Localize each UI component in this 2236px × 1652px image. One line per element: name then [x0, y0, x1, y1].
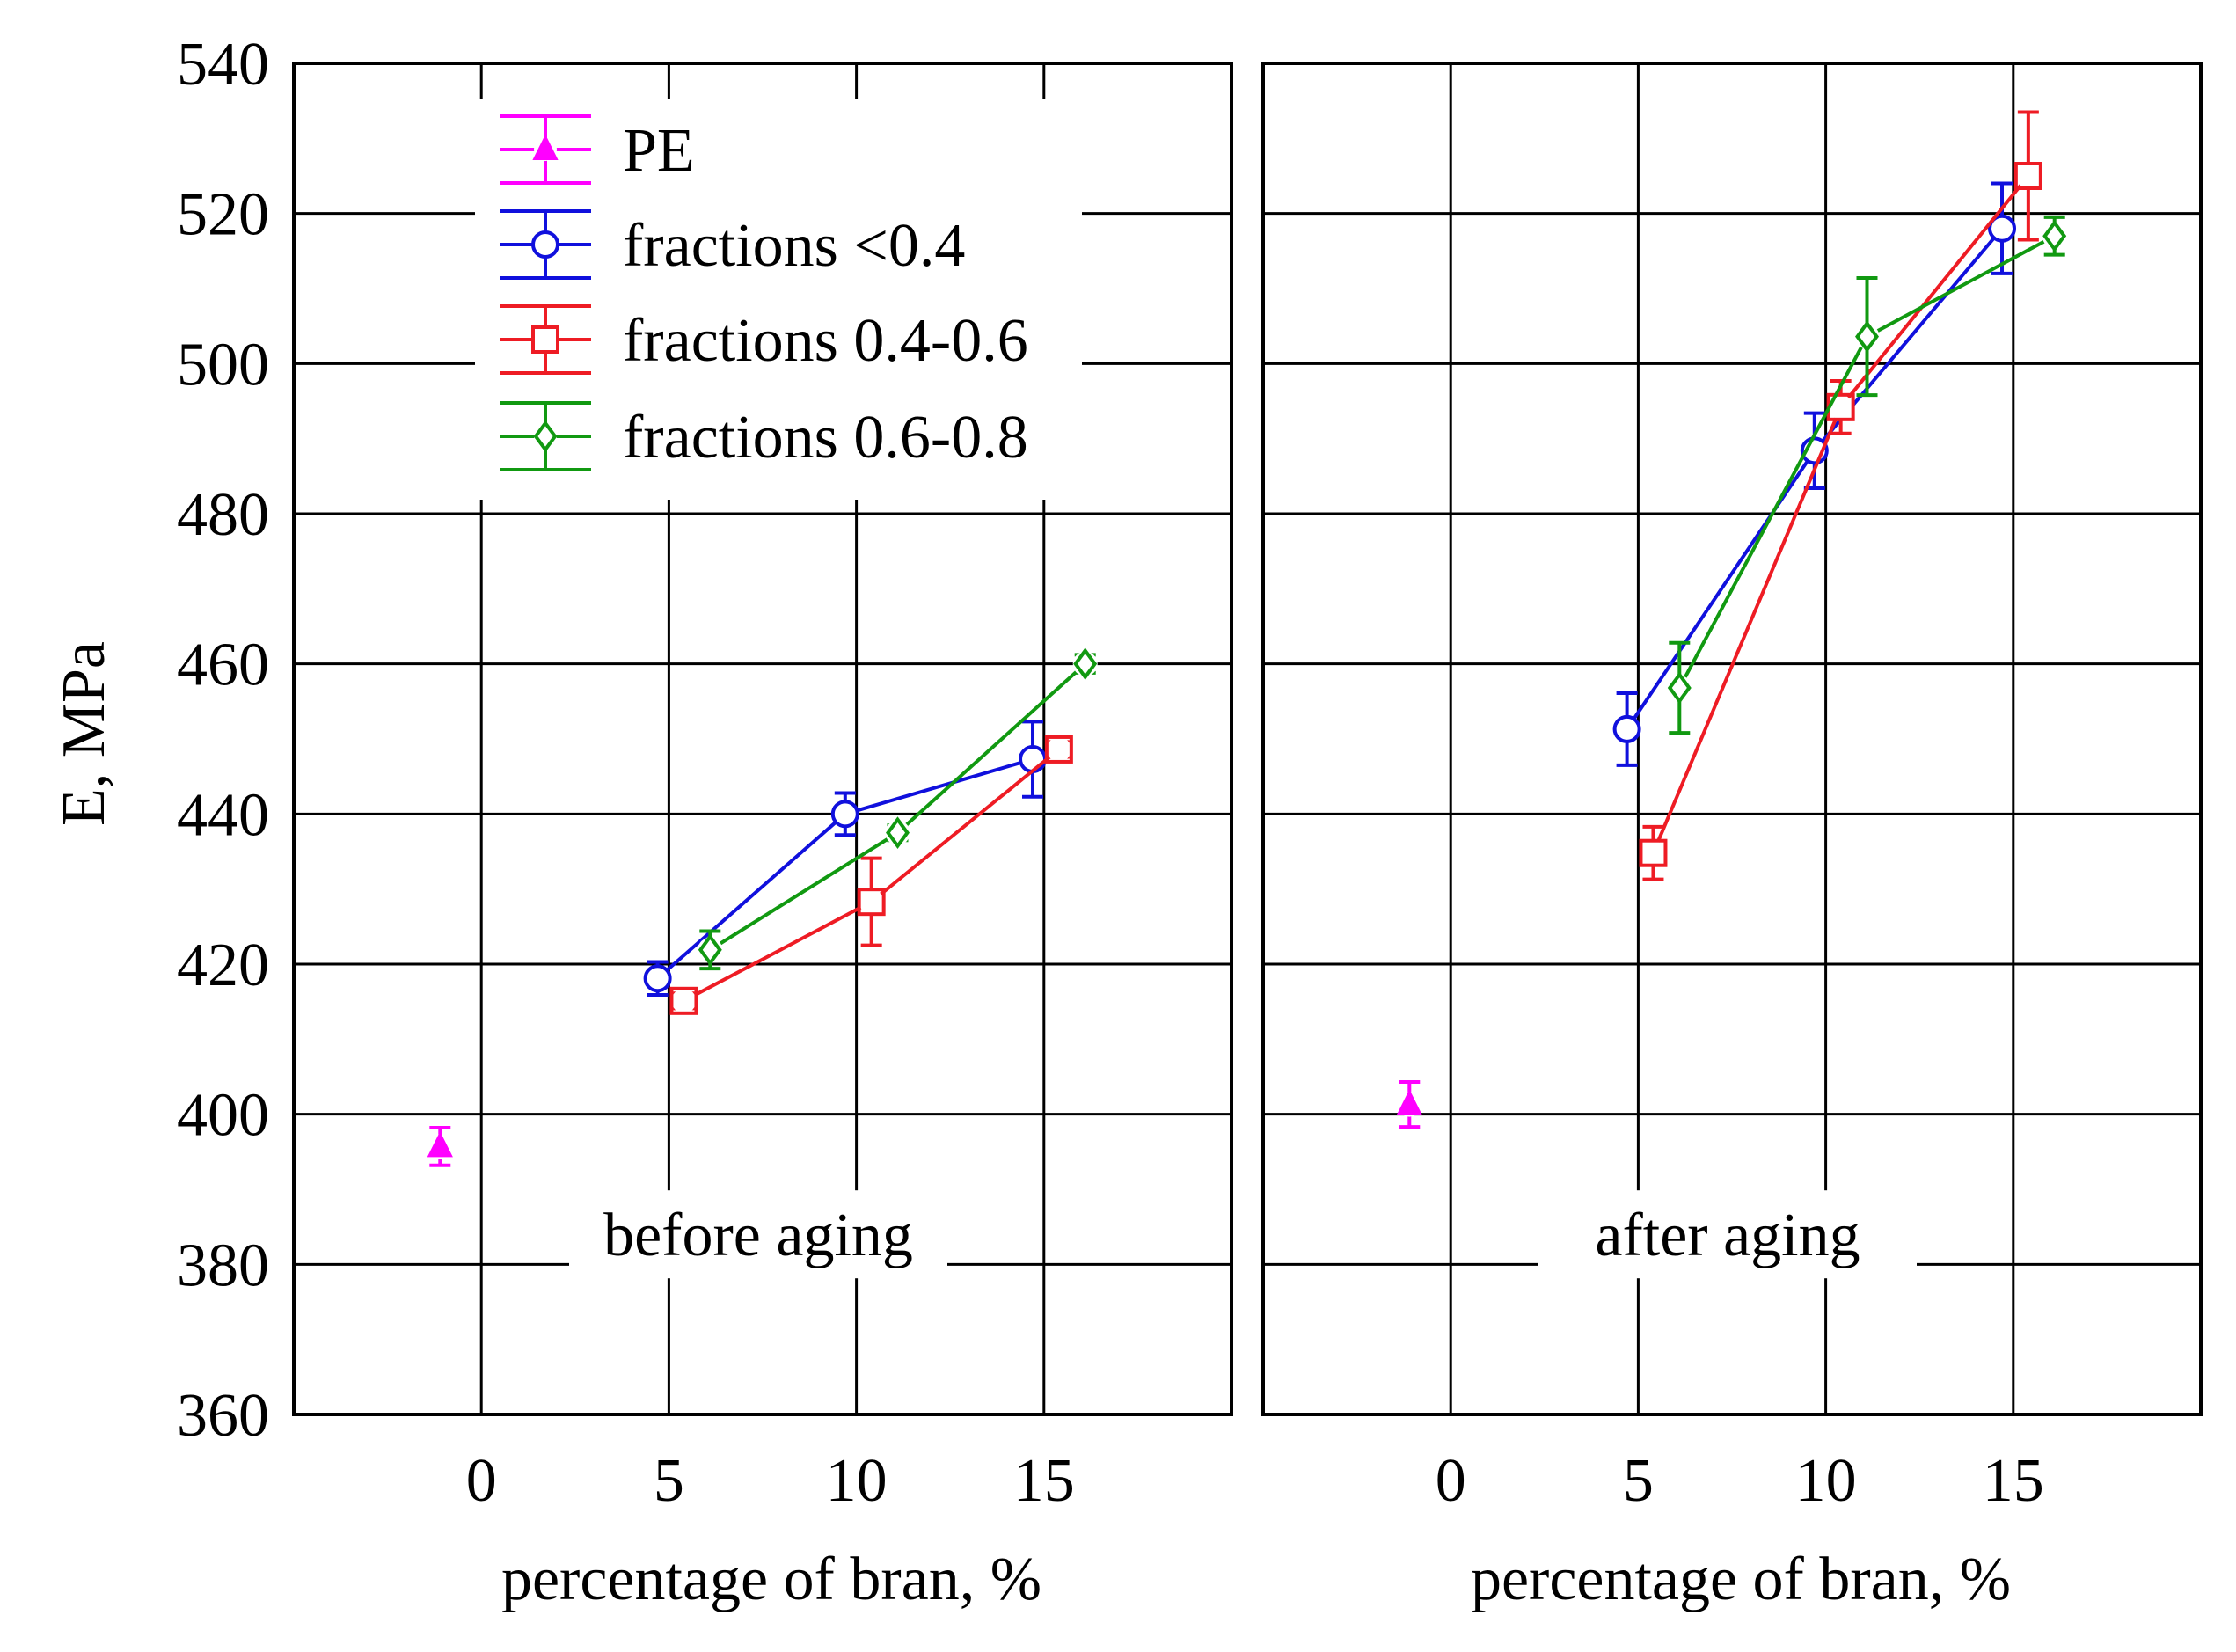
data-point-background	[1640, 840, 1666, 866]
y-tick-label: 480	[177, 481, 269, 549]
series-square	[1639, 110, 2042, 881]
data-point-marker	[1612, 714, 1641, 743]
x-tick-label: 15	[1013, 1447, 1075, 1515]
panel-label: before aging	[603, 1202, 913, 1269]
y-tick-label: 540	[177, 31, 269, 99]
x-axis-title: percentage of bran, %	[501, 1546, 1041, 1613]
data-point-marker	[427, 1131, 453, 1158]
legend-marker	[531, 230, 559, 259]
data-point-background	[645, 966, 670, 991]
panel-after: 0 5 10 15 percentage of bran, % after aging	[1261, 62, 2203, 1613]
y-tick-label: 380	[177, 1232, 269, 1299]
legend-marker	[533, 420, 558, 453]
x-tick-label: 10	[1795, 1447, 1857, 1515]
data-point-marker	[1044, 735, 1073, 764]
data-point-background	[1046, 736, 1071, 762]
y-tick-label: 520	[177, 181, 269, 249]
data-point-background	[832, 801, 858, 827]
data-point-marker	[2042, 219, 2067, 252]
x-tick-label: 0	[466, 1447, 497, 1515]
data-point-marker	[1855, 320, 1879, 353]
legend-marker	[531, 325, 559, 354]
data-point-background	[1614, 716, 1640, 742]
y-tick-label: 400	[177, 1082, 269, 1150]
legend-background	[475, 99, 1082, 500]
x-axis-title: percentage of bran, %	[1471, 1546, 2011, 1613]
series-diamond	[698, 647, 1098, 971]
data-point-marker	[2013, 162, 2042, 190]
plot-frame	[292, 62, 1233, 1416]
legend-label: fractions 0.6-0.8	[623, 404, 1028, 471]
data-point-background	[859, 889, 884, 915]
series-triangle	[1396, 1079, 1422, 1129]
legend-entry: fractions 0.6-0.8	[500, 401, 1028, 471]
data-point-marker	[1667, 671, 1692, 705]
x-tick-label: 15	[1983, 1447, 2044, 1515]
x-tick-label: 0	[1436, 1447, 1466, 1515]
legend-entry: fractions <0.4	[500, 209, 965, 280]
legend-marker	[532, 134, 559, 160]
legend-label: fractions <0.4	[623, 212, 965, 280]
data-point-background	[671, 988, 697, 1013]
data-point-marker	[1073, 647, 1098, 681]
data-point-background	[1990, 216, 2015, 241]
data-point-marker	[1639, 838, 1668, 867]
series-circle	[1612, 181, 2017, 767]
data-point-marker	[1988, 214, 2017, 243]
legend-entry: fractions 0.4-0.6	[500, 304, 1028, 375]
data-point-marker	[643, 964, 672, 993]
y-axis-title: E, MPa	[50, 641, 118, 826]
panel-label-background	[569, 1190, 947, 1279]
data-point-marker	[1396, 1089, 1422, 1115]
series-line	[709, 662, 1087, 952]
data-point-marker	[669, 986, 698, 1015]
y-tick-label: 460	[177, 632, 269, 699]
plot-frame	[1261, 62, 2203, 1416]
data-point-marker	[886, 816, 910, 850]
panel-label: after aging	[1595, 1202, 1860, 1269]
legend: PE fractions <0.4 fractions 0.4-0.6 fractio…	[475, 99, 1082, 500]
y-tick-label: 420	[177, 932, 269, 999]
x-tick-label: 10	[826, 1447, 888, 1515]
legend-entry: PE	[500, 114, 695, 185]
data-point-marker	[830, 800, 859, 829]
legend-label: PE	[623, 117, 695, 185]
series-square	[669, 735, 1073, 1015]
series-diamond	[1667, 215, 2067, 735]
y-tick-label: 500	[177, 331, 269, 398]
panel-label-background	[1538, 1190, 1917, 1279]
y-tick-label: 440	[177, 781, 269, 849]
legend-marker-background	[534, 328, 557, 351]
series-triangle	[427, 1126, 453, 1167]
data-point-marker	[698, 933, 722, 967]
legend-label: fractions 0.4-0.6	[623, 307, 1028, 375]
x-tick-label: 5	[1623, 1447, 1654, 1515]
data-point-marker	[857, 888, 886, 917]
x-tick-label: 5	[654, 1447, 684, 1515]
y-tick-label: 360	[177, 1382, 269, 1450]
legend-marker-background	[534, 233, 557, 256]
data-point-background	[2015, 164, 2041, 188]
